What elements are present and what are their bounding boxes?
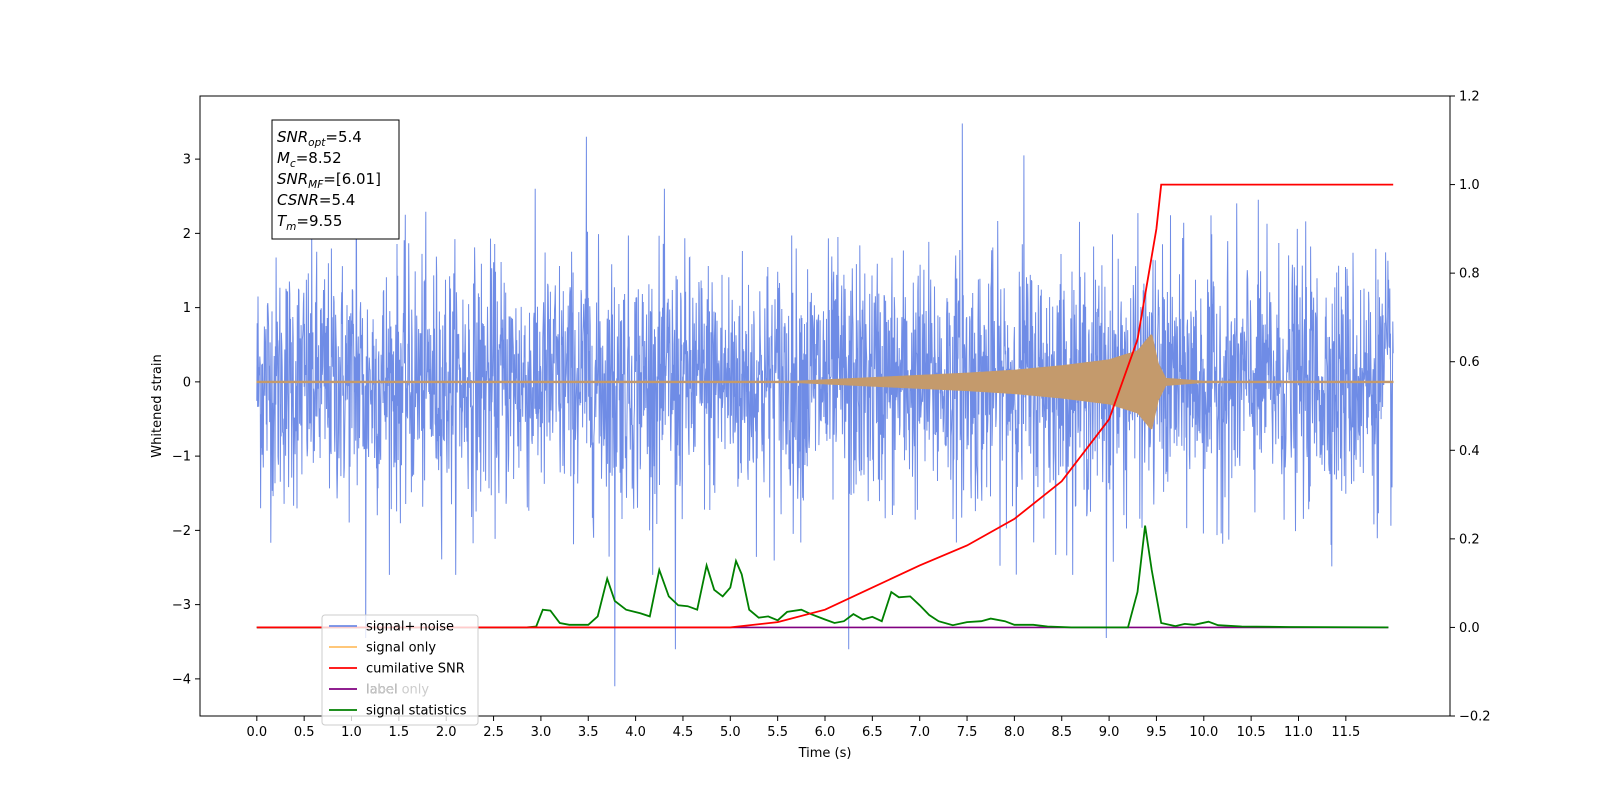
- annotation-line: CSNR=5.4: [277, 191, 355, 209]
- x-tick-label: 4.5: [673, 725, 694, 740]
- legend-label: label: [366, 683, 397, 698]
- y-tick-label: 2: [183, 227, 191, 242]
- x-axis: 0.0 0.5 1.0 1.5 2.0 2.5 3.0 3.5 4.0 4.5 5.0 5.5 6.0 6…: [246, 716, 1360, 740]
- legend: signal+ noise signal only cumilative SNR la…: [321, 614, 479, 726]
- annotation-line: SNRopt=5.4: [277, 128, 362, 149]
- x-tick-label: 11.5: [1331, 725, 1360, 740]
- y-tick-label: −3: [172, 598, 191, 613]
- legend-label: cumilative SNR: [366, 662, 465, 677]
- x-tick-label: 10.0: [1189, 725, 1218, 740]
- annotation-subscript: opt: [308, 137, 326, 149]
- y2-tick-label: 0.8: [1459, 267, 1480, 282]
- x-tick-label: 3.0: [531, 725, 552, 740]
- legend-label: signal only: [366, 641, 436, 656]
- annotation-symbol: M: [277, 149, 290, 167]
- annotation-subscript: c: [290, 158, 296, 170]
- annotation-symbol: CSNR: [277, 191, 319, 209]
- y-tick-label: −2: [172, 524, 191, 539]
- annotation-subscript: MF: [308, 179, 324, 191]
- series-signal-statistics-line: [256, 525, 1389, 629]
- y-tick-label: 3: [183, 153, 191, 168]
- x-tick-label: 8.5: [1051, 725, 1072, 740]
- legend-label: signal statistics: [366, 704, 467, 719]
- y-tick-label: −1: [172, 450, 191, 465]
- x-tick-label: 9.5: [1146, 725, 1167, 740]
- x-tick-label: 0.0: [246, 725, 267, 740]
- annotation-subscript: m: [286, 221, 296, 233]
- y-tick-label: 1: [183, 301, 191, 316]
- y-axis-left: 3 2 1 0 −1 −2 −3 −4: [172, 153, 200, 687]
- legend-frame: [321, 614, 479, 726]
- y2-tick-label: 0.2: [1459, 532, 1480, 547]
- annotation-symbol: SNR: [277, 170, 308, 188]
- y2-tick-label: 1.0: [1459, 178, 1480, 193]
- x-tick-label: 11.0: [1284, 725, 1313, 740]
- x-tick-label: 2.5: [483, 725, 504, 740]
- x-tick-label: 7.0: [909, 725, 930, 740]
- x-tick-label: 6.5: [862, 725, 883, 740]
- y-tick-label: 0: [183, 375, 191, 390]
- x-tick-label: 0.5: [294, 725, 315, 740]
- x-tick-label: 10.5: [1237, 725, 1266, 740]
- annotation-value: =9.55: [296, 212, 342, 230]
- x-tick-label: 9.0: [1099, 725, 1120, 740]
- x-tick-label: 5.5: [767, 725, 788, 740]
- annotation-value: =8.52: [296, 149, 342, 167]
- x-tick-label: 2.0: [436, 725, 457, 740]
- y2-tick-label: 1.2: [1459, 90, 1480, 105]
- annotation-value: =5.4: [319, 191, 355, 209]
- annotation-line: Tm=9.55: [277, 212, 342, 233]
- y-tick-label: −4: [172, 672, 191, 687]
- annotation-line: Mc=8.52: [277, 149, 342, 170]
- series-cumilative-snr-line: [256, 183, 1394, 629]
- x-axis-label: Time (s): [798, 746, 852, 761]
- annotation-value: =5.4: [325, 128, 361, 146]
- legend-label: label only: [366, 683, 429, 698]
- x-tick-label: 8.0: [1004, 725, 1025, 740]
- annotation-frame: [271, 119, 400, 240]
- x-tick-label: 6.0: [815, 725, 836, 740]
- x-tick-label: 1.5: [389, 725, 410, 740]
- y-axis-label: Whitened strain: [150, 354, 165, 457]
- annotation-symbol: T: [277, 212, 288, 230]
- y2-tick-label: −0.2: [1459, 710, 1491, 725]
- x-tick-label: 4.0: [625, 725, 646, 740]
- legend-label: signal+ noise: [366, 620, 454, 635]
- x-tick-label: 3.5: [578, 725, 599, 740]
- y2-tick-label: 0.6: [1459, 355, 1480, 370]
- annotation-value: =[6.01]: [323, 170, 381, 188]
- series-signal-only-band: [256, 334, 1394, 430]
- annotation-symbol: SNR: [277, 128, 308, 146]
- series-signal-plus-noise-line: [256, 123, 1394, 687]
- x-tick-label: 1.0: [341, 725, 362, 740]
- x-tick-label: 7.5: [957, 725, 978, 740]
- y2-tick-label: 0.0: [1459, 621, 1480, 636]
- x-tick-label: 5.0: [720, 725, 741, 740]
- annotation-line: SNRMF=[6.01]: [277, 170, 381, 191]
- metrics-annotation-box: SNRopt=5.4Mc=8.52SNRMF=[6.01]CSNR=5.4Tm=…: [271, 119, 400, 240]
- y2-tick-label: 0.4: [1459, 444, 1480, 459]
- y-axis-right: 1.2 1.0 0.8 0.6 0.4 0.2 0.0 −0.2: [1450, 90, 1491, 725]
